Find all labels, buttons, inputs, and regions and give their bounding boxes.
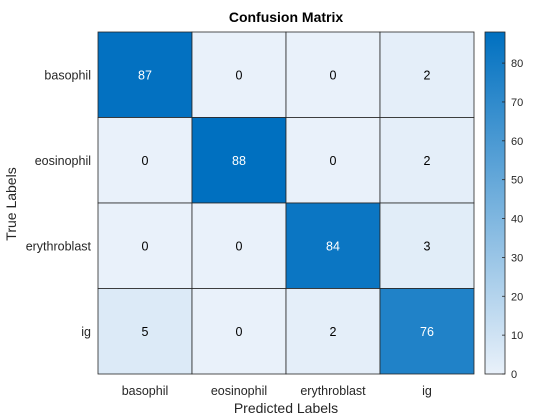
y-tick-label: ig xyxy=(81,325,91,339)
cell-value-label: 76 xyxy=(420,325,434,339)
heatmap-cell xyxy=(379,202,475,289)
heatmap-cell xyxy=(191,288,287,375)
cell-value-label: 0 xyxy=(142,154,149,168)
cell-value-label: 2 xyxy=(424,154,431,168)
y-tick-label: erythroblast xyxy=(26,239,92,253)
heatmap-cell xyxy=(97,31,193,118)
colorbar-tick-label: 0 xyxy=(511,369,517,381)
x-tick-label: ig xyxy=(422,384,432,398)
heatmap-cell xyxy=(97,288,193,375)
cell-value-label: 5 xyxy=(142,325,149,339)
cell-value-label: 0 xyxy=(142,239,149,253)
heatmap-cell xyxy=(97,117,193,204)
colorbar-tick-label: 20 xyxy=(511,291,523,303)
heatmap-cell xyxy=(191,31,287,118)
x-tick-label: eosinophil xyxy=(211,384,267,398)
y-tick-label: eosinophil xyxy=(35,154,91,168)
cell-value-label: 0 xyxy=(236,239,243,253)
chart-title: Confusion Matrix xyxy=(229,9,344,25)
colorbar-tick-label: 70 xyxy=(511,97,523,109)
heatmap-cell xyxy=(285,31,381,118)
colorbar-tick-label: 30 xyxy=(511,252,523,264)
colorbar-ticks: 0 10 20 30 40 50 60 70 80 xyxy=(502,58,523,381)
cell-value-label: 2 xyxy=(330,325,337,339)
cell-value-label: 0 xyxy=(236,325,243,339)
heatmap-cell xyxy=(191,117,287,204)
colorbar-tick-label: 10 xyxy=(511,330,523,342)
colorbar xyxy=(484,31,506,375)
cell-value-label: 88 xyxy=(232,154,246,168)
x-tick-labels: basophil eosinophil erythroblast ig xyxy=(122,384,432,398)
colorbar-tick-label: 60 xyxy=(511,136,523,148)
x-tick-label: erythroblast xyxy=(300,384,366,398)
y-tick-label: basophil xyxy=(44,68,91,82)
heatmap-cell xyxy=(379,288,475,375)
cell-value-label: 0 xyxy=(330,68,337,82)
heatmap-cell xyxy=(379,117,475,204)
cell-value-label: 3 xyxy=(424,239,431,253)
cell-value-label: 0 xyxy=(330,154,337,168)
y-tick-labels: basophil eosinophil erythroblast ig xyxy=(26,68,92,339)
heatmap-cells: 87 0 0 2 0 88 0 2 0 0 84 3 5 0 2 76 xyxy=(97,31,475,375)
x-axis-label: Predicted Labels xyxy=(234,400,338,416)
heatmap-cell xyxy=(191,202,287,289)
cell-value-label: 2 xyxy=(424,68,431,82)
heatmap-cell xyxy=(379,31,475,118)
heatmap-cell xyxy=(285,288,381,375)
colorbar-tick-label: 80 xyxy=(511,58,523,70)
cell-value-label: 87 xyxy=(138,68,152,82)
x-tick-label: basophil xyxy=(122,384,169,398)
y-axis-label: True Labels xyxy=(3,167,19,240)
cell-value-label: 0 xyxy=(236,68,243,82)
colorbar-tick-label: 40 xyxy=(511,214,523,226)
cell-value-label: 84 xyxy=(326,239,340,253)
colorbar-tick-label: 50 xyxy=(511,175,523,187)
